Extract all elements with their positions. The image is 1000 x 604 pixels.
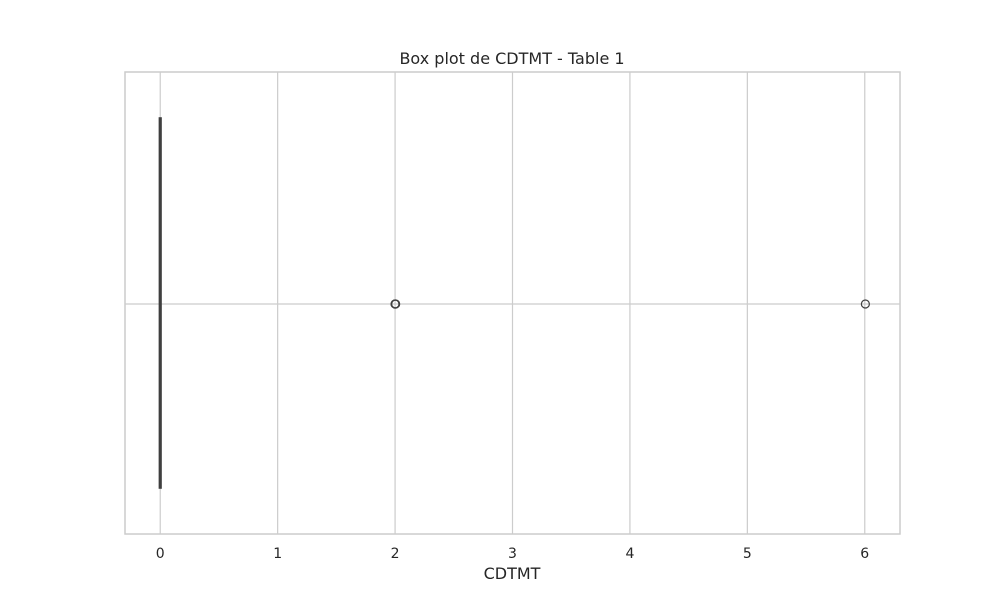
x-tick-label: 0 — [156, 546, 165, 562]
outlier-point — [860, 299, 870, 309]
x-tick-label: 4 — [625, 546, 634, 562]
outlier-point — [390, 299, 400, 309]
marks-layer — [158, 117, 870, 489]
chart-title: Box plot de CDTMT - Table 1 — [399, 49, 624, 68]
x-tick-labels: 0 1 2 3 4 5 6 — [156, 546, 870, 562]
x-tick-label: 2 — [391, 546, 400, 562]
plot-frame — [124, 71, 901, 535]
x-tick-label: 3 — [508, 546, 517, 562]
x-tick-label: 6 — [860, 546, 869, 562]
grid-layer — [125, 72, 900, 534]
x-axis-label: CDTMT — [484, 564, 541, 583]
x-tick-label: 5 — [743, 546, 752, 562]
x-tick-label: 1 — [273, 546, 282, 562]
